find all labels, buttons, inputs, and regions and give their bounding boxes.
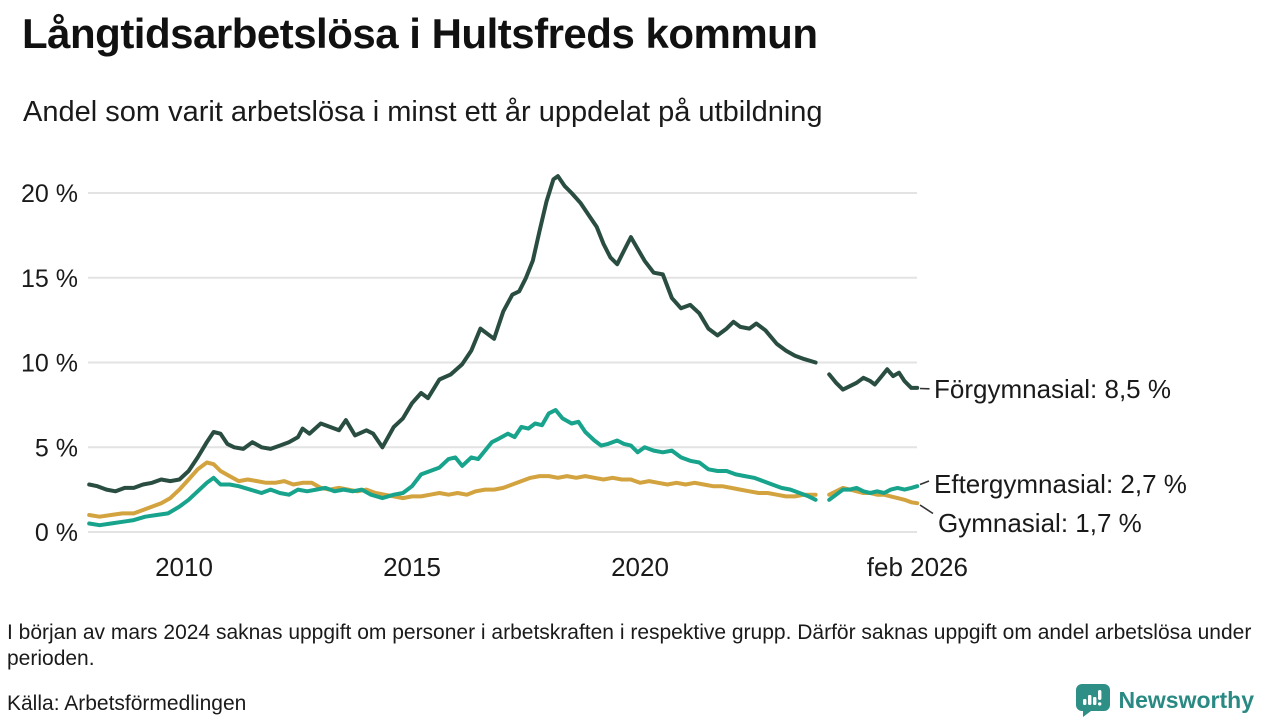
y-tick-label: 15 %	[21, 265, 78, 293]
series-end-label: Förgymnasial: 8,5 %	[934, 374, 1171, 404]
y-tick-label: 0 %	[35, 519, 78, 547]
series-end-label: Eftergymnasial: 2,7 %	[934, 469, 1187, 499]
source-text: Källa: Arbetsförmedlingen	[7, 692, 247, 715]
x-tick-label: feb 2026	[867, 552, 968, 582]
x-tick-label: 2020	[611, 552, 669, 582]
newsworthy-logo-icon	[1075, 684, 1110, 717]
series-label-eftergymnasial: Eftergymnasial: 2,7 %	[919, 469, 1187, 499]
series-label-gymnasial: Gymnasial: 1,7 %	[919, 504, 1142, 538]
series-line-eftergymnasial	[87, 408, 920, 528]
y-axis-tick-labels: 0 % 5 % 10 % 15 % 20 %	[21, 180, 78, 547]
x-tick-label: 2010	[155, 552, 213, 582]
newsworthy-logo-text: Newsworthy	[1118, 686, 1254, 713]
chart-subtitle: Andel som varit arbetslösa i minst ett å…	[23, 96, 823, 128]
newsworthy-logo: Newsworthy	[1075, 683, 1254, 717]
series-line-forgymnasial	[87, 174, 920, 494]
chart-gridlines	[88, 192, 917, 533]
y-tick-label: 10 %	[21, 350, 78, 378]
y-tick-label: 5 %	[35, 434, 78, 462]
y-tick-label: 20 %	[21, 180, 78, 208]
series-end-label: Gymnasial: 1,7 %	[938, 508, 1142, 538]
page-title: Långtidsarbetslösa i Hultsfreds kommun	[22, 10, 818, 57]
series-label-forgymnasial: Förgymnasial: 8,5 %	[919, 374, 1171, 404]
x-tick-label: 2015	[383, 552, 441, 582]
x-axis-tick-labels: 2010 2015 2020 feb 2026	[155, 552, 968, 582]
chart-footnote: I början av mars 2024 saknas uppgift om …	[7, 621, 1252, 670]
